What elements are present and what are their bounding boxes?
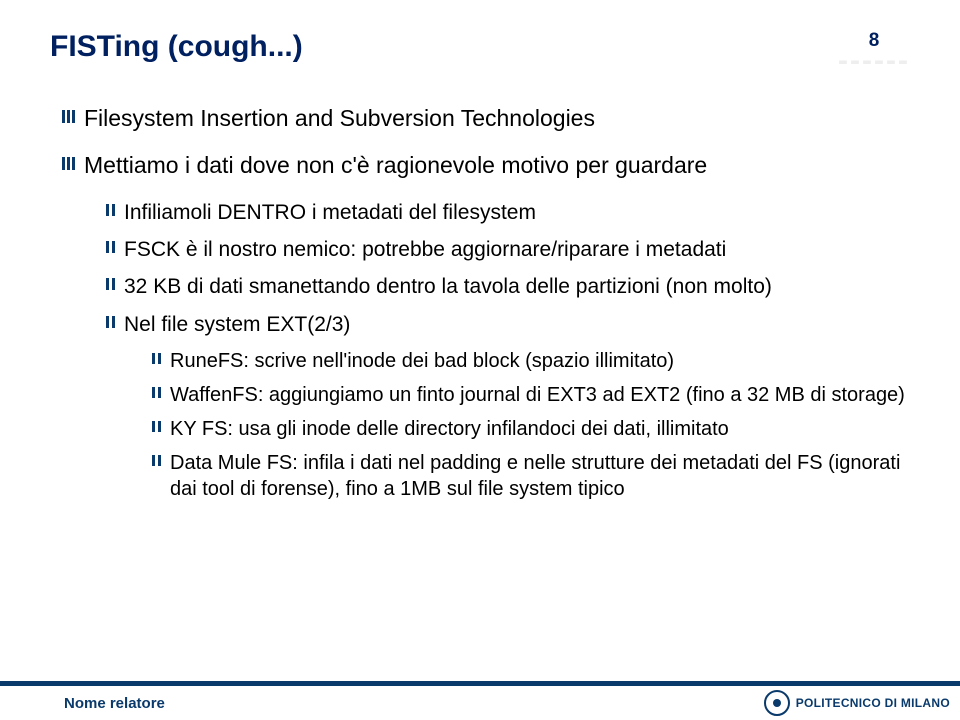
bullet-bars-icon [106,311,124,328]
page-ghost: ------ [838,44,910,78]
content: Filesystem Insertion and Subversion Tech… [50,104,910,502]
bullet-bars-icon [62,151,84,170]
footer-label: Nome relatore [64,695,165,712]
slide-title: FISTing (cough...) [50,30,303,64]
list-text: KY FS: usa gli inode delle directory inf… [170,416,910,442]
list-item: KY FS: usa gli inode delle directory inf… [152,416,910,442]
list-item: WaffenFS: aggiungiamo un finto journal d… [152,382,910,408]
list-item: FSCK è il nostro nemico: potrebbe aggior… [106,236,910,263]
list-text: FSCK è il nostro nemico: potrebbe aggior… [124,236,910,263]
bullet-bars-icon [106,273,124,290]
list-item: RuneFS: scrive nell'inode dei bad block … [152,348,910,374]
list-text: RuneFS: scrive nell'inode dei bad block … [170,348,910,374]
list-item: Infiliamoli DENTRO i metadati del filesy… [106,199,910,226]
bullet-bars-icon [106,199,124,216]
bullet-bars-icon [106,236,124,253]
bullet-bars-icon [152,348,170,364]
list-item: Data Mule FS: infila i dati nel padding … [152,450,910,502]
bullet-bars-icon [152,382,170,398]
logo-icon [764,690,790,716]
list-item: Nel file system EXT(2/3) [106,311,910,338]
logo: POLITECNICO DI MILANO [764,690,950,716]
list-text: 32 KB di dati smanettando dentro la tavo… [124,273,910,300]
slide: FISTing (cough...) 8 ------ Filesystem I… [0,0,960,720]
bullet-bars-icon [152,416,170,432]
list-text: Nel file system EXT(2/3) [124,311,910,338]
list-item: 32 KB di dati smanettando dentro la tavo… [106,273,910,300]
header: FISTing (cough...) 8 ------ [50,30,910,78]
footer: Nome relatore POLITECNICO DI MILANO [0,681,960,720]
list-text: Data Mule FS: infila i dati nel padding … [170,450,910,502]
list-text: WaffenFS: aggiungiamo un finto journal d… [170,382,910,408]
list-text: Infiliamoli DENTRO i metadati del filesy… [124,199,910,226]
logo-text: POLITECNICO DI MILANO [796,696,950,710]
list-text: Filesystem Insertion and Subversion Tech… [84,104,910,133]
list-item: Filesystem Insertion and Subversion Tech… [62,104,910,133]
list-text: Mettiamo i dati dove non c'è ragionevole… [84,151,910,180]
list-item: Mettiamo i dati dove non c'è ragionevole… [62,151,910,180]
bullet-bars-icon [152,450,170,466]
bullet-bars-icon [62,104,84,123]
footer-row: Nome relatore POLITECNICO DI MILANO [0,686,960,720]
page-number-wrap: 8 ------ [838,30,910,78]
